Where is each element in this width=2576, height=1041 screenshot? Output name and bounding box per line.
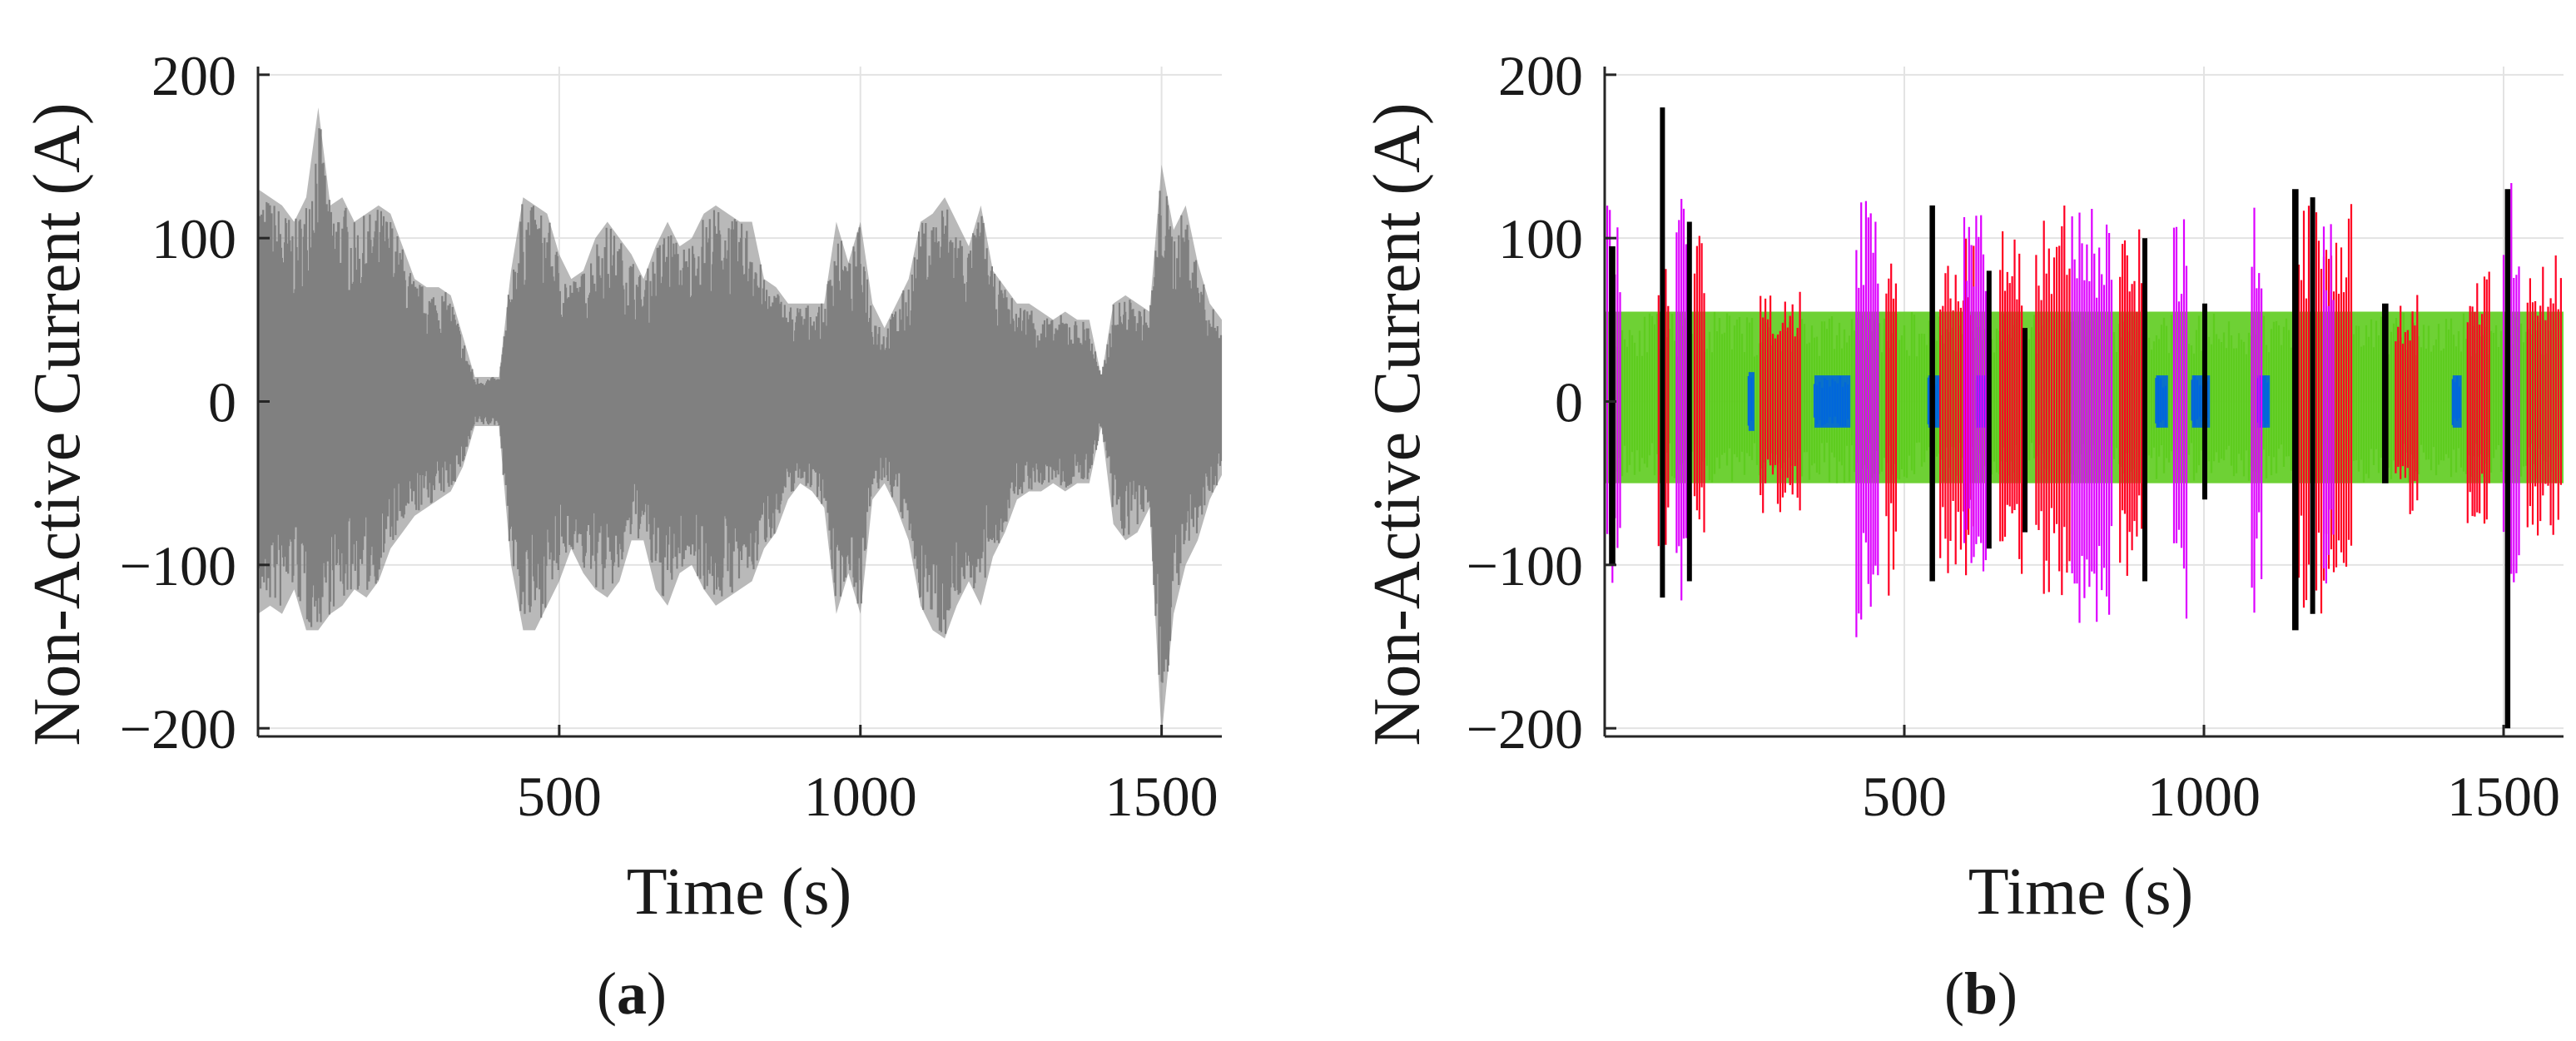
segment-waveform (2322, 224, 2335, 584)
y-tick-label: −100 (120, 534, 236, 597)
segment-waveform (2155, 375, 2167, 428)
x-tick-label: 1000 (2147, 765, 2261, 828)
segment-waveform (1609, 246, 1616, 565)
segment-waveform (2292, 189, 2299, 631)
segment-waveform (2526, 255, 2562, 536)
y-tick-label: 100 (1498, 207, 1583, 270)
y-tick-label: 100 (151, 207, 236, 270)
y-tick-label: 0 (1555, 371, 1583, 434)
segment-waveform (2142, 238, 2147, 582)
panel-b-y-axis-label: Non-Active Current (A) (1361, 102, 1434, 746)
panel-b-label: (b) (1944, 960, 2018, 1027)
x-tick-label: 1500 (1105, 765, 1219, 828)
segment-waveform (2251, 207, 2263, 613)
segment-waveform (2119, 229, 2143, 576)
segment-waveform (1855, 201, 1879, 637)
panel-a-y-axis-label: Non-Active Current (A) (21, 102, 94, 746)
panel-a-label-letter: a (617, 960, 647, 1027)
panel-b-label-letter: b (1964, 960, 1998, 1027)
y-tick-label: 0 (208, 371, 236, 434)
segment-waveform (2395, 295, 2419, 514)
segment-waveform (1986, 270, 1992, 549)
panel-b-axes (1603, 67, 2564, 738)
y-tick-label: −200 (1467, 697, 1583, 761)
segment-waveform (1760, 291, 1801, 513)
segment-waveform (1686, 221, 1692, 582)
segment-waveform (2071, 209, 2113, 623)
segment-waveform (1885, 263, 1897, 596)
panel-a-plot-area (256, 107, 1223, 737)
panel-b-plot-area (1603, 107, 2564, 729)
segment-waveform (2466, 271, 2490, 524)
segment-waveform (2310, 197, 2315, 614)
segment-waveform (1693, 235, 1705, 533)
x-tick-label: 1500 (2447, 765, 2560, 828)
segment-waveform (2023, 328, 2028, 533)
segment-waveform (2256, 375, 2269, 428)
segment-waveform (2382, 303, 2389, 483)
segment-waveform (2035, 206, 2071, 596)
panel-a-x-axis-label: Time (s) (627, 855, 851, 929)
panel-b-x-axis-label: Time (s) (1968, 855, 2193, 929)
x-tick-label: 500 (1862, 765, 1947, 828)
y-tick-label: 200 (151, 44, 236, 107)
segment-waveform (1813, 375, 1849, 427)
y-tick-label: −100 (1467, 534, 1583, 597)
y-tick-label: −200 (120, 697, 236, 761)
x-tick-label: 1000 (804, 765, 917, 828)
segment-waveform (2172, 219, 2188, 619)
segment-waveform (1929, 205, 1935, 582)
segment-waveform (1999, 231, 2023, 574)
y-tick-label: 200 (1498, 44, 1583, 107)
panel-a-label: (a) (597, 960, 667, 1027)
segment-waveform (1660, 107, 1665, 598)
segment-waveform (1747, 376, 1753, 426)
segment-waveform (2202, 303, 2207, 500)
segment-waveform (1675, 199, 1687, 601)
segment-waveform (1963, 215, 1987, 572)
panel-a-axes (256, 67, 1222, 738)
segment-waveform (2504, 189, 2511, 729)
x-tick-label: 500 (517, 765, 602, 828)
segment-waveform (2451, 375, 2460, 425)
segment-waveform (2191, 375, 2209, 426)
